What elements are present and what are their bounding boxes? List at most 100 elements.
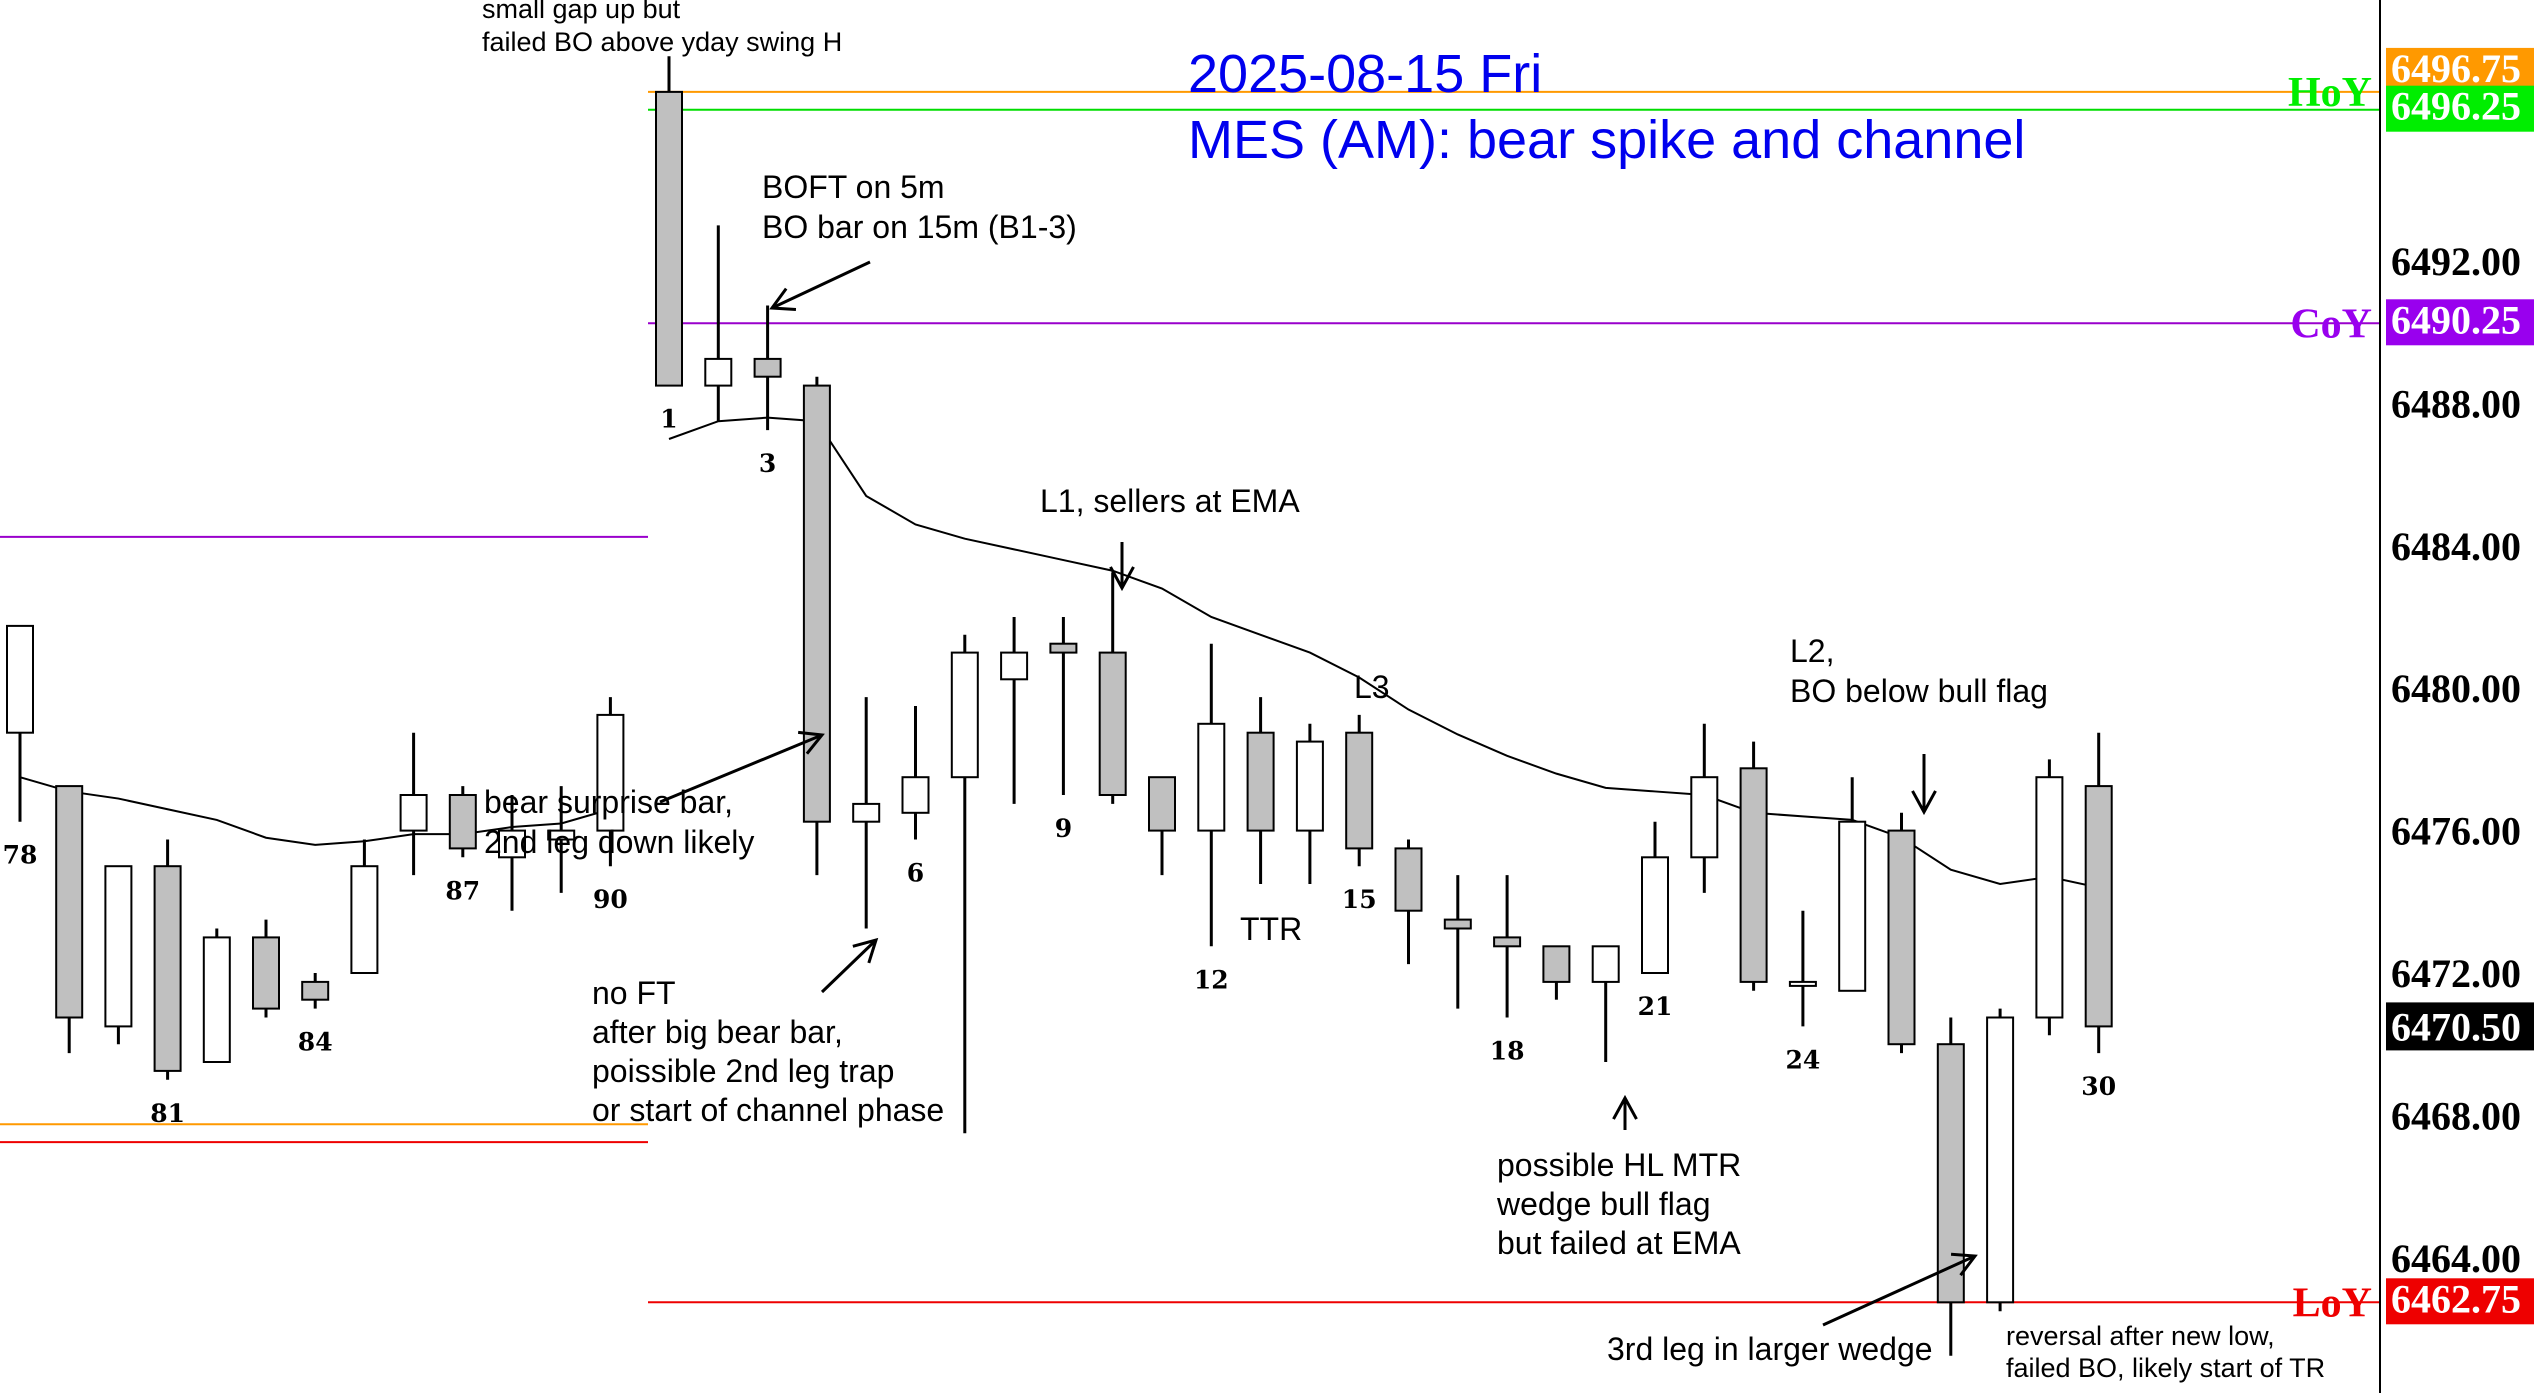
prev-candle-1-body [55, 785, 84, 1019]
candle-22-body [1739, 767, 1768, 983]
annotation-8: possible HL MTR wedge bull flag but failed… [1496, 1147, 1741, 1261]
candle-18 [1542, 945, 1571, 1000]
bar-number-9: 30 [2081, 1072, 2116, 1101]
candle-29 [2084, 732, 2113, 1054]
candle-5 [901, 706, 930, 840]
level-badge-label-1: 6496.25 [2391, 84, 2521, 129]
candle-22 [1739, 741, 1768, 991]
arrow-shaft-6 [1822, 1254, 1976, 1327]
bar-number-0: 1 [660, 405, 677, 434]
bar-number-7: 21 [1638, 992, 1673, 1021]
candle-14-body [1345, 731, 1374, 850]
candle-21 [1690, 723, 1719, 893]
candle-2 [753, 305, 782, 431]
arrow-head-1 [1109, 566, 1135, 592]
candle-3-body [802, 384, 831, 823]
level-name-3: LoY [2293, 1280, 2372, 1326]
annotation-2: L1, sellers at EMA [1040, 483, 1300, 519]
candle-15 [1394, 839, 1423, 965]
candle-26 [1936, 1017, 1965, 1356]
bar-number-6: 18 [1490, 1037, 1525, 1066]
y-tick-label-0: 6492.00 [2391, 239, 2521, 284]
bar-number-3: 9 [1055, 814, 1072, 843]
annotation-6: bear surprise bar, 2nd leg down likely [484, 784, 754, 860]
level-badge-3 [2386, 1278, 2534, 1325]
prev-candle-6 [301, 973, 330, 1009]
y-tick-label-1: 6488.00 [2391, 381, 2521, 426]
candle-27 [1986, 1008, 2015, 1312]
candle-8-body [1049, 642, 1078, 654]
prev-candle-12-body [596, 713, 625, 832]
candle-16 [1443, 875, 1472, 1009]
candle-9 [1098, 572, 1127, 804]
bar-number-1: 3 [759, 449, 776, 478]
annotation-3: L3 [1354, 669, 1390, 705]
bar-number-2: 6 [907, 859, 924, 888]
candle-5-body [901, 776, 930, 814]
candle-2-body [753, 357, 782, 378]
candle-19-body [1591, 945, 1620, 983]
candle-17 [1493, 875, 1522, 1018]
candle-8 [1049, 617, 1078, 795]
arrow-head-5 [852, 937, 879, 964]
chart-title: 2025-08-15 Fri [1188, 44, 1542, 104]
candle-10-body [1148, 776, 1176, 832]
y-tick-label-2: 6484.00 [2391, 524, 2521, 569]
prev-bar-number-1: 81 [150, 1099, 185, 1128]
last-price-label: 6470.50 [2391, 1004, 2521, 1049]
candle-24-body [1838, 820, 1867, 992]
prev-candle-3-body [153, 865, 182, 1072]
candle-0 [655, 56, 683, 387]
prev-candle-9 [448, 786, 477, 858]
annotation-arrows [659, 260, 1978, 1327]
prev-candle-9-body [448, 794, 477, 850]
prev-candle-10-body [498, 829, 526, 859]
prev-candle-4-body [202, 936, 231, 1064]
annotation-7: no FT after big bear bar, poissible 2nd le… [592, 975, 944, 1128]
candle-12-body [1246, 731, 1275, 832]
annotation-4: TTR [1240, 911, 1302, 947]
prev-candle-6-body [301, 980, 330, 1001]
candle-24 [1838, 777, 1867, 992]
prev-candle-11 [547, 786, 576, 893]
candle-6 [950, 634, 979, 1134]
candle-25 [1887, 812, 1916, 1054]
last-price-badge [2386, 1002, 2534, 1051]
arrow-head-0 [769, 287, 797, 311]
level-badge-1 [2386, 85, 2534, 132]
annotation-10: reversal after new low, failed BO, likely… [2006, 1321, 2325, 1383]
arrow-shaft-5 [820, 938, 878, 994]
prev-candle-7 [350, 839, 379, 975]
candle-20-body [1641, 856, 1669, 974]
candle-1-body [704, 357, 733, 387]
candle-27-body [1986, 1016, 2015, 1304]
candle-28 [2035, 759, 2064, 1036]
prev-candle-5 [252, 919, 280, 1018]
arrow-shaft-4 [659, 733, 823, 804]
price-axis: 6492.00 6488.00 6484.00 6480.00 6476.00 6472.… [2288, 0, 2534, 1393]
candle-10 [1148, 776, 1176, 876]
ema-session [668, 416, 2099, 889]
candle-7 [1000, 617, 1029, 804]
candle-7-body [1000, 651, 1029, 681]
candle-3 [802, 376, 831, 876]
level-badge-label-3: 6462.75 [2391, 1276, 2521, 1321]
candle-28-body [2035, 776, 2064, 1019]
candle-6-body [950, 651, 979, 779]
bar-number-5: 15 [1342, 885, 1377, 914]
candle-13-body [1295, 740, 1324, 832]
bar-number-8: 24 [1786, 1045, 1821, 1074]
annotation-5: L2, BO below bull flag [1790, 633, 2048, 709]
candles [6, 56, 2113, 1356]
chart-subtitle: MES (AM): bear spike and channel [1188, 110, 2025, 170]
y-tick-label-3: 6480.00 [2391, 666, 2521, 711]
prev-candle-8 [399, 732, 428, 876]
prev-candle-4 [202, 928, 231, 1064]
prev-candle-2 [104, 865, 133, 1045]
prev-candle-0-body [6, 624, 34, 734]
bar-numbers: 78 81 84 87 90 1 3 6 9 12 15 18 21 24 30 [3, 405, 2116, 1128]
arrow-head-4 [797, 730, 825, 755]
